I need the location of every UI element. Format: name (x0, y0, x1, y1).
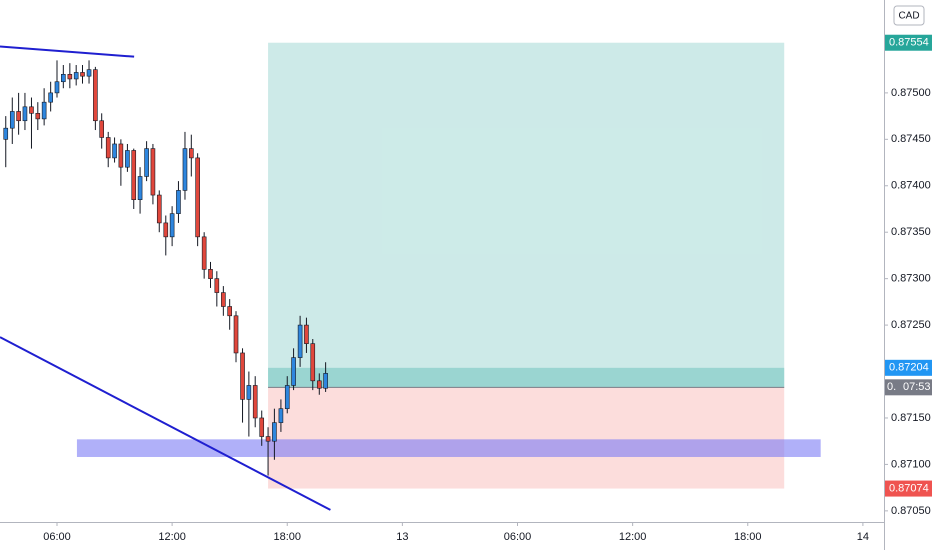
candle-body (182, 148, 188, 191)
currency-badge[interactable] (893, 5, 925, 26)
x-tick-label: 14 (857, 531, 869, 543)
candle-body (61, 74, 66, 83)
candle-body (208, 269, 213, 279)
x-tick-label: 06:00 (504, 531, 532, 543)
candle-body (240, 352, 245, 400)
candle-body (22, 106, 28, 122)
candle-body (125, 150, 130, 168)
candle-body (195, 157, 200, 238)
price-tag (885, 34, 932, 51)
countdown: 07:53 (903, 381, 931, 393)
trendline (0, 45, 135, 58)
candle-body (73, 72, 79, 80)
trendline (0, 336, 331, 511)
candle-body (221, 292, 226, 307)
candle-body (35, 113, 41, 120)
x-tick-label: 18:00 (273, 531, 301, 543)
y-tick-label: 0.87450 (891, 133, 931, 145)
currency: CAD (898, 11, 919, 22)
x-tick-label: 12:00 (158, 531, 186, 543)
y-tick-label: 0.87350 (891, 226, 931, 238)
price-tag-label: 0.87204 (889, 362, 929, 374)
x-tick-label: 12:00 (619, 531, 647, 543)
candle-body (278, 408, 284, 423)
y-tick-label: 0.87050 (891, 505, 931, 517)
y-tick-label: 0.87250 (891, 319, 931, 331)
candle-body (227, 306, 232, 317)
candle-body (304, 324, 309, 344)
y-tick-label: 0.87300 (891, 273, 931, 285)
candle-body (284, 385, 290, 409)
candle-body (156, 194, 162, 224)
candle-body (93, 69, 98, 122)
candle-body (201, 236, 207, 270)
candle-body (252, 385, 258, 419)
candle-body (54, 81, 60, 94)
price-tag (885, 480, 932, 497)
candle-body (118, 143, 124, 168)
price-tag-label: 0.87074 (889, 482, 929, 494)
candle-body (272, 422, 277, 442)
candle-body (233, 315, 239, 354)
y-tick-label: 0.87100 (891, 458, 931, 470)
candle-body (105, 137, 111, 159)
y-tick-label: 0.87500 (891, 87, 931, 99)
target-zone (268, 42, 785, 388)
plot-area (0, 42, 821, 511)
candle-body (316, 380, 322, 389)
candle-body (291, 357, 296, 386)
candle-body (169, 213, 175, 238)
candle-body (80, 72, 85, 77)
candle-body (16, 111, 21, 122)
candle-body (67, 74, 73, 80)
candle-body (112, 143, 117, 159)
candle-body (323, 373, 328, 389)
candle-body (214, 278, 220, 293)
candle-body (131, 150, 137, 200)
candle-body (259, 417, 265, 437)
candle-body (189, 148, 194, 159)
candle-body (99, 120, 104, 138)
candle-body (48, 92, 53, 103)
price-tag (885, 359, 932, 376)
stop-zone (268, 387, 785, 489)
x-tick-label: 18:00 (734, 531, 762, 543)
candle-body (29, 106, 34, 114)
candle-body (144, 148, 149, 177)
candle-body (150, 148, 156, 196)
candle-body (41, 101, 47, 120)
candle-body (176, 190, 181, 214)
y-tick-label: 0.87400 (891, 180, 931, 192)
support-zone (76, 439, 821, 457)
price-tag-label: 0.87554 (889, 37, 929, 49)
candle-body (163, 222, 169, 238)
candle-body (9, 111, 15, 129)
candle-body (3, 127, 9, 140)
candle-body (310, 343, 316, 382)
entry-tag (885, 379, 932, 396)
candle-body (137, 176, 143, 200)
candle-body (246, 385, 252, 400)
candle-body (86, 69, 92, 77)
entry-tag-label: 0. (887, 381, 896, 393)
x-tick-label: 06:00 (43, 531, 71, 543)
x-tick-label: 13 (396, 531, 408, 543)
candle-body (265, 436, 271, 442)
candle-body (297, 324, 303, 358)
axes: 0.870500.871000.871500.872000.872500.873… (43, 34, 932, 543)
open-profit (268, 367, 785, 388)
y-tick-label: 0.87150 (891, 412, 931, 424)
